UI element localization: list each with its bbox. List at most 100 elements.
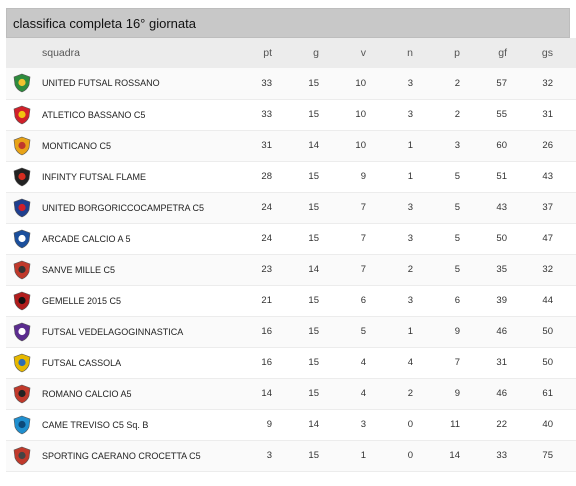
stat-pt: 31	[261, 140, 272, 151]
header-team[interactable]: squadra	[42, 47, 80, 59]
table-row[interactable]: FUTSAL CASSOLA 16 15 4 4 7 31 50 -19	[6, 347, 576, 378]
stat-p: 5	[454, 171, 460, 182]
stat-n: 3	[407, 233, 413, 244]
table-row[interactable]: ATLETICO BASSANO C5 33 15 10 3 2 55 31 24	[6, 99, 576, 130]
team-name[interactable]: ARCADE CALCIO A 5	[42, 233, 131, 244]
stat-gs: 61	[542, 388, 553, 399]
table-row[interactable]: SPORTING CAERANO CROCETTA C5 3 15 1 0 14 33 75-…	[6, 440, 576, 471]
stat-n: 1	[407, 140, 413, 151]
header-gf[interactable]: gf	[498, 47, 507, 59]
stat-dr: -15	[559, 378, 576, 409]
stat-dr: 8	[559, 161, 576, 192]
stat-n: 2	[407, 264, 413, 275]
table-row[interactable]: UNITED BORGORICCOCAMPETRA C5 24 15 7 3 5 43 37 6	[6, 192, 576, 223]
stat-v: 1	[360, 450, 366, 461]
table-header-row: squadra pt g v n p gf gs dr	[6, 38, 576, 68]
stat-g: 15	[308, 109, 319, 120]
team-name[interactable]: SPORTING CAERANO CROCETTA C5	[42, 450, 201, 461]
team-name[interactable]: ATLETICO BASSANO C5	[42, 109, 146, 120]
stat-g: 14	[308, 419, 319, 430]
table-row[interactable]: INFINTY FUTSAL FLAME281591551438	[6, 161, 576, 192]
stat-pt: 14	[261, 388, 272, 399]
stat-dr: 24	[559, 99, 576, 130]
stat-pt: 16	[261, 326, 272, 337]
team-logo-cell	[6, 254, 38, 285]
header-n[interactable]: n	[407, 47, 413, 59]
header-gs[interactable]: gs	[541, 47, 553, 59]
stat-gs: 40	[542, 419, 553, 430]
stat-gs: 50	[542, 326, 553, 337]
team-name[interactable]: UNITED BORGORICCOCAMPETRA C5	[42, 202, 205, 213]
team-logo-cell	[6, 347, 38, 378]
stat-n: 3	[407, 295, 413, 306]
stat-v: 10	[355, 140, 366, 151]
stat-p: 9	[454, 388, 460, 399]
monticano-crest-icon	[13, 136, 31, 155]
stat-v: 7	[360, 264, 366, 275]
table-row[interactable]: GEMELLE 2015 C5 21 15 6 3 6 39 44 -5	[6, 285, 576, 316]
team-logo-cell	[6, 99, 38, 130]
team-logo-cell	[6, 192, 38, 223]
stat-g: 15	[308, 450, 319, 461]
stat-gs: 32	[542, 77, 553, 89]
table-row[interactable]: ARCADE CALCIO A 5 24 15 7 3 5 50 47 3	[6, 223, 576, 254]
stat-p: 5	[454, 202, 460, 213]
stat-gf: 50	[496, 233, 507, 244]
stat-v: 7	[360, 233, 366, 244]
stat-gs: 26	[542, 140, 553, 151]
stat-n: 1	[407, 326, 413, 337]
team-name[interactable]: FUTSAL CASSOLA	[42, 357, 122, 368]
stat-p: 5	[454, 264, 460, 275]
team-name[interactable]: UNITED FUTSAL ROSSANO	[42, 78, 160, 89]
united-futsal-rossano-crest-icon	[13, 73, 31, 93]
stat-gs: 75	[542, 450, 553, 461]
table-row[interactable]: CAME TREVISO C5 Sq. B 9 14 3 0 11 22 40 -18	[6, 409, 576, 440]
header-g[interactable]: g	[313, 47, 319, 59]
infinity-futsal-flame-crest-icon	[13, 167, 31, 186]
stat-p: 6	[454, 295, 460, 306]
stat-gs: 31	[542, 109, 553, 120]
team-name[interactable]: MONTICANO C5	[42, 140, 112, 151]
united-borgoricco-crest-icon	[13, 198, 31, 217]
stat-n: 3	[407, 202, 413, 213]
team-name[interactable]: CAME TREVISO C5 Sq. B	[42, 419, 149, 430]
header-pt[interactable]: pt	[263, 47, 272, 59]
stat-n: 3	[407, 77, 413, 89]
stat-gf: 39	[496, 295, 507, 306]
stat-n: 3	[407, 109, 413, 120]
stat-dr: -18	[559, 409, 576, 440]
table-row[interactable]: MONTICANO C5 31 14 10 1 3 60 26 34	[6, 130, 576, 161]
table-row[interactable]: SANVE MILLE C5 23 14 7 2 5 35 32 3	[6, 254, 576, 285]
header-v[interactable]: v	[360, 47, 366, 59]
stat-dr: -4	[559, 316, 576, 347]
stat-p: 3	[454, 140, 460, 151]
stat-g: 14	[308, 264, 319, 275]
stat-pt: 3	[266, 450, 272, 461]
table-row[interactable]: FUTSAL VEDELAGOGINNASTICA 16 15 5 1 9 46 50 -4	[6, 316, 576, 347]
team-name[interactable]: FUTSAL VEDELAGOGINNASTICA	[42, 326, 184, 337]
stat-g: 15	[308, 202, 319, 213]
stat-gf: 31	[496, 357, 507, 368]
stat-dr: -42	[559, 440, 576, 471]
arcade-calcio-crest-icon	[13, 229, 31, 248]
stat-pt: 33	[261, 77, 272, 89]
stat-v: 5	[360, 326, 366, 337]
team-name[interactable]: GEMELLE 2015 C5	[42, 295, 122, 306]
table-row[interactable]: ROMANO CALCIO A5 14 15 4 2 9 46 61 -15	[6, 378, 576, 409]
stat-g: 15	[308, 295, 319, 306]
header-dr[interactable]: dr	[559, 38, 576, 68]
stat-g: 15	[308, 171, 319, 182]
stat-p: 2	[454, 77, 460, 89]
stat-gf: 57	[496, 77, 507, 89]
stat-p: 2	[454, 109, 460, 120]
stat-gf: 43	[496, 202, 507, 213]
team-name[interactable]: SANVE MILLE C5	[42, 264, 116, 275]
header-p[interactable]: p	[454, 47, 460, 59]
table-row[interactable]: UNITED FUTSAL ROSSANO33151032573225	[6, 68, 576, 99]
stat-v: 9	[360, 171, 366, 182]
stat-dr: 25	[559, 68, 576, 99]
team-name[interactable]: INFINTY FUTSAL FLAME	[42, 171, 147, 182]
stat-n: 0	[407, 419, 413, 430]
stat-v: 10	[355, 109, 366, 120]
team-name[interactable]: ROMANO CALCIO A5	[42, 388, 132, 399]
